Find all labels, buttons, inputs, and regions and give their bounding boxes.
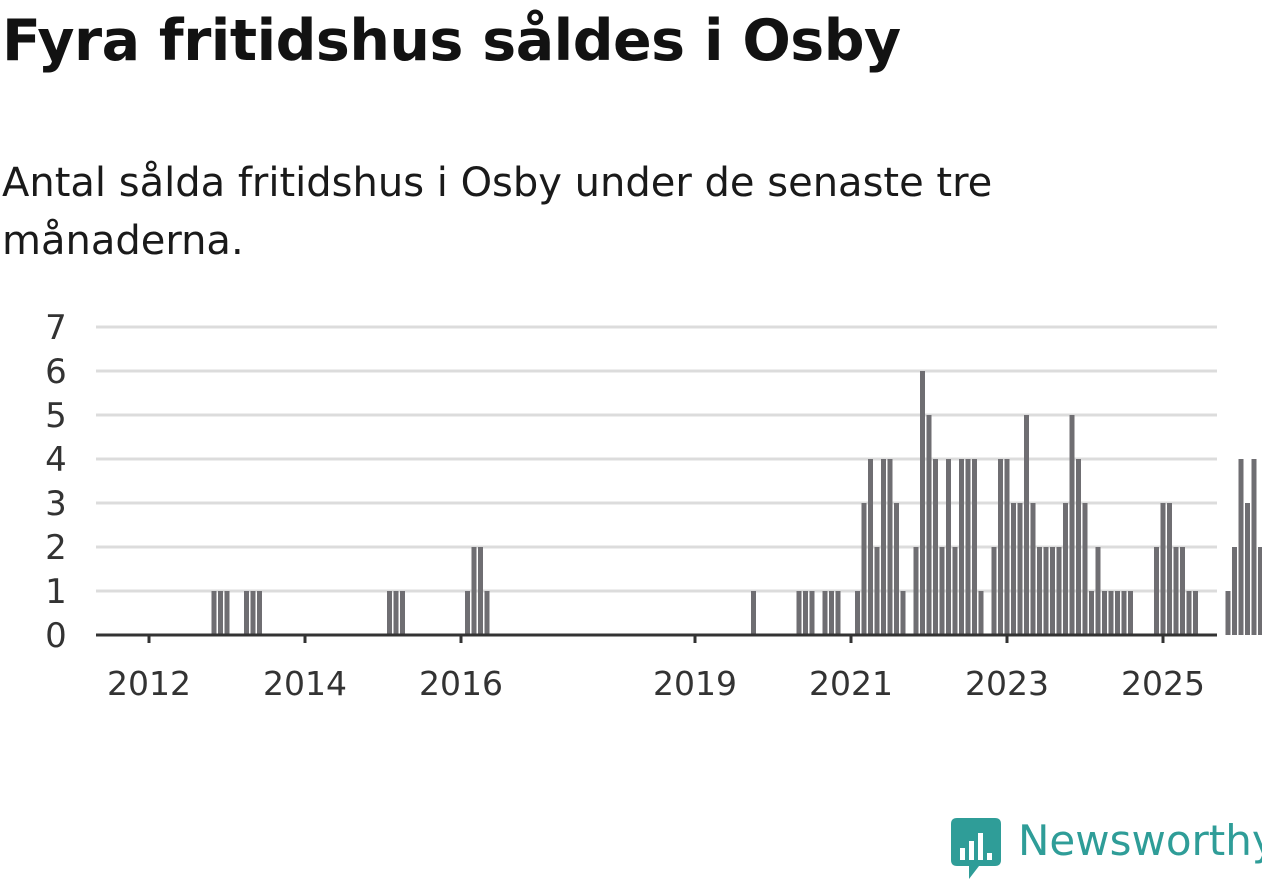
bar bbox=[1239, 459, 1244, 635]
bar bbox=[218, 591, 223, 635]
x-tick-label: 2012 bbox=[107, 664, 191, 700]
bar bbox=[1193, 591, 1198, 635]
bar bbox=[400, 591, 405, 635]
bar bbox=[1050, 547, 1055, 635]
bar bbox=[888, 459, 893, 635]
bar bbox=[797, 591, 802, 635]
bar bbox=[1011, 503, 1016, 635]
bar bbox=[1232, 547, 1237, 635]
bar bbox=[862, 503, 867, 635]
bar bbox=[836, 591, 841, 635]
bar bbox=[225, 591, 230, 635]
bar bbox=[881, 459, 886, 635]
bar bbox=[1076, 459, 1081, 635]
bar bbox=[953, 547, 958, 635]
bar bbox=[257, 591, 262, 635]
bar bbox=[1161, 503, 1166, 635]
x-tick-label: 2021 bbox=[809, 664, 893, 700]
bar bbox=[1109, 591, 1114, 635]
bar bbox=[1024, 415, 1029, 635]
bar bbox=[914, 547, 919, 635]
y-tick-label: 4 bbox=[45, 440, 67, 480]
bar bbox=[1044, 547, 1049, 635]
bar bbox=[1089, 591, 1094, 635]
chart-title: Fyra fritidshus såldes i Osby bbox=[2, 8, 901, 74]
newsworthy-logo-icon bbox=[951, 818, 1001, 880]
bar bbox=[1258, 547, 1262, 635]
bar bbox=[244, 591, 249, 635]
x-tick-label: 2019 bbox=[653, 664, 737, 700]
bar bbox=[1252, 459, 1257, 635]
bar bbox=[1037, 547, 1042, 635]
y-tick-label: 6 bbox=[45, 352, 67, 392]
bar bbox=[920, 371, 925, 635]
bar bbox=[1122, 591, 1127, 635]
bar bbox=[1180, 547, 1185, 635]
gridlines bbox=[96, 327, 1217, 591]
brand-name: Newsworthy bbox=[1018, 816, 1262, 865]
bar bbox=[751, 591, 756, 635]
bar bbox=[1226, 591, 1231, 635]
bar bbox=[1102, 591, 1107, 635]
bar bbox=[875, 547, 880, 635]
bar bbox=[803, 591, 808, 635]
bar bbox=[933, 459, 938, 635]
y-tick-label: 1 bbox=[45, 572, 67, 612]
bar bbox=[998, 459, 1003, 635]
y-tick-label: 3 bbox=[45, 484, 67, 524]
bar bbox=[472, 547, 477, 635]
bar bbox=[1018, 503, 1023, 635]
x-axis-ticks: 2012 2014 2016 2019 2021 2023 2025 bbox=[107, 635, 1205, 700]
bar bbox=[1083, 503, 1088, 635]
bar bbox=[1005, 459, 1010, 635]
bar bbox=[894, 503, 899, 635]
x-tick-label: 2025 bbox=[1121, 664, 1205, 700]
bar bbox=[212, 591, 217, 635]
bar bbox=[972, 459, 977, 635]
bar bbox=[1154, 547, 1159, 635]
bar bbox=[1063, 503, 1068, 635]
bar bbox=[946, 459, 951, 635]
bar bbox=[1070, 415, 1075, 635]
bar bbox=[927, 415, 932, 635]
bar bbox=[979, 591, 984, 635]
x-tick-label: 2014 bbox=[263, 664, 347, 700]
x-tick-label: 2023 bbox=[965, 664, 1049, 700]
bar bbox=[1245, 503, 1250, 635]
bar bbox=[1174, 547, 1179, 635]
bar bbox=[823, 591, 828, 635]
bar bbox=[1031, 503, 1036, 635]
bar bbox=[940, 547, 945, 635]
bar bbox=[992, 547, 997, 635]
x-tick-label: 2016 bbox=[419, 664, 503, 700]
bar bbox=[251, 591, 256, 635]
bar bbox=[868, 459, 873, 635]
y-tick-label: 0 bbox=[45, 616, 67, 656]
bar bbox=[1096, 547, 1101, 635]
bar bbox=[478, 547, 483, 635]
y-tick-label: 7 bbox=[45, 308, 67, 348]
bar bbox=[387, 591, 392, 635]
bar bbox=[829, 591, 834, 635]
bar bbox=[959, 459, 964, 635]
bar bbox=[1187, 591, 1192, 635]
bar bbox=[465, 591, 470, 635]
y-tick-label: 2 bbox=[45, 528, 67, 568]
bar bbox=[1167, 503, 1172, 635]
bar bbox=[1115, 591, 1120, 635]
bar bbox=[855, 591, 860, 635]
chart-subtitle: Antal sålda fritidshus i Osby under de s… bbox=[2, 154, 1182, 270]
y-tick-label: 5 bbox=[45, 396, 67, 436]
bar bbox=[966, 459, 971, 635]
bar bbox=[1057, 547, 1062, 635]
bar bbox=[810, 591, 815, 635]
bar bbox=[394, 591, 399, 635]
bar bbox=[485, 591, 490, 635]
bar bbox=[1128, 591, 1133, 635]
bar bbox=[901, 591, 906, 635]
